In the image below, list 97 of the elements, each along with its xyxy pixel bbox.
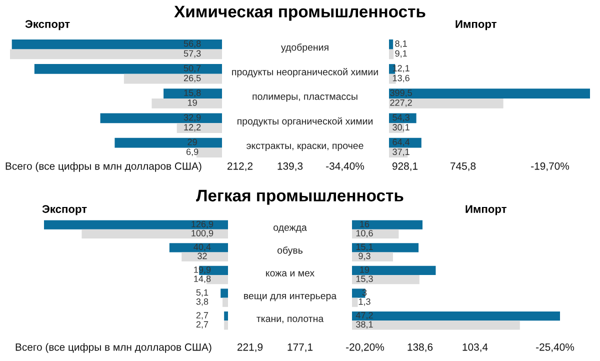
data-label: 9,3	[358, 252, 370, 260]
data-label: 1,3	[358, 298, 370, 306]
bar	[352, 311, 560, 321]
data-label: 15,3	[356, 276, 373, 284]
y-tick-label: ткани, полотна	[256, 316, 324, 324]
data-label: 12,2	[184, 124, 201, 132]
data-label: 37,1	[392, 148, 410, 156]
data-label: 40,4	[194, 244, 211, 252]
bar	[44, 220, 228, 230]
data-label: 64,4	[392, 138, 410, 146]
bar	[152, 98, 222, 108]
bar	[10, 49, 222, 60]
data-label: 3,8	[196, 298, 208, 306]
data-label: 57,3	[184, 50, 201, 58]
bar	[220, 288, 228, 298]
bar	[352, 298, 358, 307]
text: 212,2	[227, 162, 253, 172]
data-label: 8,1	[395, 40, 407, 48]
text: 177,1	[288, 344, 313, 352]
bar	[352, 229, 399, 239]
data-label: 14,8	[194, 276, 211, 284]
data-label: 399,5	[390, 90, 412, 98]
data-label: 15,8	[184, 90, 201, 98]
text: 103,4	[462, 343, 488, 352]
bar	[82, 229, 228, 239]
data-label: 38,1	[356, 321, 373, 329]
bar	[352, 320, 520, 330]
data-label: 32,9	[184, 114, 201, 122]
data-label: 47,2	[356, 312, 373, 320]
chart-subtitle: Импорт	[466, 205, 506, 216]
data-label: 100,9	[192, 230, 214, 238]
data-label: 30,1	[392, 124, 410, 132]
data-label: 5,1	[196, 289, 208, 297]
bar	[389, 98, 504, 108]
y-tick-label: вещи для интерьера	[244, 294, 337, 302]
y-tick-label: кожа и мех	[266, 271, 314, 276]
bar	[389, 88, 590, 98]
data-label: 2,7	[196, 321, 208, 329]
y-tick-label: удобрения	[280, 43, 328, 53]
data-label: 56,8	[184, 40, 201, 48]
text: -20,20%	[346, 343, 384, 352]
data-label: 50,7	[184, 65, 201, 72]
text: -19,70%	[531, 162, 570, 172]
text: 745,8	[450, 162, 476, 172]
text: 139,3	[278, 162, 303, 172]
text: Всего (все цифры в млн долларов США)	[6, 162, 202, 172]
data-label: 10,6	[356, 230, 373, 238]
bar	[169, 243, 228, 252]
data-label: 126,9	[192, 220, 214, 228]
text: Легкая промышленность	[196, 190, 404, 205]
data-label: 16	[360, 220, 370, 228]
data-label: 13,6	[392, 74, 410, 82]
bar	[224, 320, 228, 330]
y-tick-label: продукты неорганической химии	[232, 68, 378, 78]
bar	[164, 88, 222, 98]
bar	[222, 298, 228, 307]
text: Химическая промышленность	[174, 6, 426, 21]
bar	[389, 39, 394, 50]
data-label: 26,5	[184, 74, 201, 82]
data-label: 15,1	[356, 244, 373, 252]
bar	[352, 243, 419, 252]
data-label: 54,3	[392, 114, 410, 122]
text: 138,6	[408, 343, 433, 352]
bar	[124, 74, 222, 84]
text: -34,40%	[326, 162, 364, 172]
chart-subtitle: Экспорт	[25, 20, 70, 30]
bar	[100, 113, 222, 124]
bar	[352, 275, 420, 284]
data-label: 19	[360, 266, 370, 273]
text: Всего (все цифры в млн долларов США)	[16, 343, 212, 353]
text: -25,40%	[536, 343, 574, 352]
data-label: 9,1	[395, 50, 407, 58]
bar	[182, 252, 228, 262]
bar	[224, 311, 228, 321]
y-tick-label: полимеры, пластмассы	[252, 94, 358, 102]
text: 221,9	[237, 343, 263, 352]
bar	[352, 266, 436, 275]
bar	[114, 138, 222, 148]
text: 928,1	[392, 162, 418, 172]
bar	[389, 49, 394, 60]
bar	[34, 64, 222, 74]
y-tick-label: экстракты, краски, прочее	[246, 144, 364, 151]
data-label: 32	[198, 252, 207, 260]
bar	[12, 39, 222, 50]
y-tick-label: одежда	[274, 226, 307, 233]
data-label: 227,2	[390, 99, 412, 107]
bar	[176, 123, 222, 133]
data-label: 2,7	[196, 312, 208, 320]
y-tick-label: обувь	[277, 246, 303, 256]
chart-subtitle: Экспорт	[42, 205, 87, 216]
data-label: 29	[188, 138, 197, 146]
bar	[352, 220, 423, 230]
bar	[352, 252, 393, 262]
data-label: 19	[188, 99, 197, 106]
chart-subtitle: Импорт	[456, 20, 496, 30]
y-tick-label: продукты органической химии	[238, 117, 372, 126]
data-label: 6,9	[186, 148, 198, 156]
